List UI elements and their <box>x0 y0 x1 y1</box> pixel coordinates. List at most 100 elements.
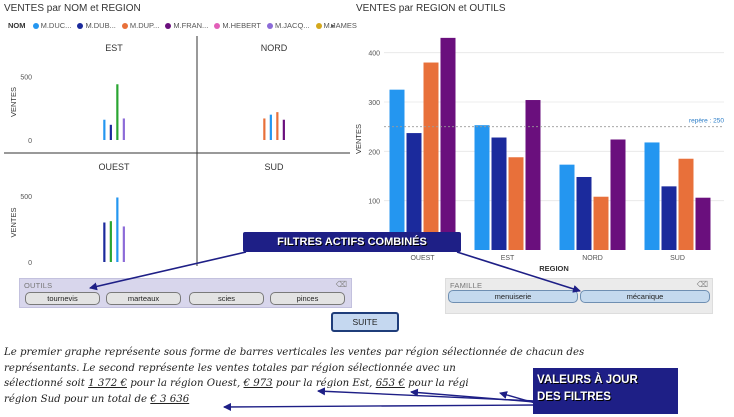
paragraph-line: sélectionné soit 1 372 € pour la région … <box>4 378 469 389</box>
y-tick-label: 300 <box>368 100 380 107</box>
bar <box>576 176 592 250</box>
bar <box>593 196 609 250</box>
famille-slicer: FAMILLE ⌫ menuiserie mécanique <box>445 278 713 314</box>
chip-marteaux[interactable]: marteaux <box>106 292 181 305</box>
panel-tick-label: 0 <box>28 138 32 145</box>
y-tick-label: 400 <box>368 51 380 58</box>
legend-item[interactable]: M.DUC... <box>32 21 72 30</box>
panel-tick-label: 500 <box>20 194 32 201</box>
panel-bar <box>269 114 272 140</box>
paragraph-line: Le premier graphe représente sous forme … <box>4 347 585 358</box>
legend-swatch <box>266 22 273 29</box>
callout-values: VALEURS À JOUR DES FILTRES <box>533 368 678 414</box>
eraser-icon[interactable]: ⌫ <box>335 280 347 289</box>
left-chart-title: VENTES par NOM et REGION <box>4 3 141 14</box>
callout-values-line: VALEURS À JOUR <box>537 374 638 386</box>
outils-slicer: OUTILS ⌫ tournevis marteaux scies pinces <box>19 278 352 308</box>
reference-line-label: repère : 250 <box>689 118 724 125</box>
panel-bar <box>109 221 112 262</box>
y-tick-label: 100 <box>368 199 380 206</box>
bar <box>389 89 405 251</box>
legend-swatch <box>121 22 128 29</box>
bar <box>695 197 711 250</box>
bar <box>508 157 524 250</box>
legend-item[interactable]: M.DUB... <box>77 21 116 30</box>
bar <box>559 164 575 250</box>
panel-bar <box>122 226 125 262</box>
legend-item-label: M.JAMES <box>323 21 357 30</box>
callout-filters: FILTRES ACTIFS COMBINÉS <box>243 232 461 252</box>
panel-bar <box>276 112 279 140</box>
panel-title: SUD <box>264 162 284 172</box>
panel-ylabel: VENTES <box>9 207 18 237</box>
bar <box>661 186 677 250</box>
panel-bar <box>116 84 119 140</box>
panel-title: EST <box>105 43 123 53</box>
legend-item[interactable]: M.JAMES <box>315 21 357 30</box>
panel-title: OUEST <box>98 162 130 172</box>
x-tick-label: OUEST <box>410 255 435 262</box>
clustered-bar-chart: 100 200 300 400 VENTES OUEST EST NORD SUD repère … <box>354 37 724 273</box>
y-axis-label: VENTES <box>354 124 363 154</box>
x-tick-label: SUD <box>670 255 685 262</box>
right-chart-title: VENTES par REGION et OUTILS <box>356 3 506 14</box>
legend-item[interactable]: M.JACQ... <box>266 21 310 30</box>
bar <box>406 133 422 250</box>
legend-swatch <box>315 22 322 29</box>
legend-item[interactable]: M.FRAN... <box>165 21 208 30</box>
value-est: € 973 <box>243 378 273 389</box>
panel-tick-label: 0 <box>28 260 32 266</box>
legend-item[interactable]: M.DUP... <box>121 21 159 30</box>
bar <box>440 37 456 250</box>
legend-swatch <box>77 22 84 29</box>
paragraph-line: représentants. Le second représente les … <box>4 362 456 374</box>
legend-item[interactable]: M.HEBERT <box>214 21 261 30</box>
chevron-right-icon[interactable]: ▸ <box>331 21 336 30</box>
panel-bar <box>116 197 119 262</box>
chip-pinces[interactable]: pinces <box>270 292 345 305</box>
panel-title: NORD <box>261 43 288 53</box>
x-tick-label: NORD <box>582 255 603 262</box>
bar <box>474 125 490 250</box>
legend-label: NOM <box>8 21 26 30</box>
x-tick-label: EST <box>501 255 515 262</box>
chip-scies[interactable]: scies <box>189 292 264 305</box>
panel-tick-label: 500 <box>20 75 32 82</box>
legend: NOM M.DUC... M.DUB... M.DUP... M.FRAN... M.H… <box>8 21 358 33</box>
description-paragraph: Le premier graphe représente sous forme … <box>4 345 704 407</box>
paragraph-line: région Sud pour un total de € 3 636 <box>4 393 190 405</box>
value-total: € 3 636 <box>150 393 190 405</box>
panel-bar <box>103 119 106 140</box>
legend-item-label: M.DUC... <box>40 21 72 30</box>
panel-bar <box>263 118 266 140</box>
legend-item-label: M.DUB... <box>85 21 116 30</box>
panel-ylabel: VENTES <box>9 87 18 117</box>
panel-bar <box>109 124 112 140</box>
chip-menuiserie[interactable]: menuiserie <box>448 290 578 303</box>
chip-mecanique[interactable]: mécanique <box>580 290 710 303</box>
bar <box>610 139 626 250</box>
legend-item-label: M.HEBERT <box>222 21 261 30</box>
outils-slicer-title: OUTILS <box>24 281 53 290</box>
x-axis-label: REGION <box>539 264 569 273</box>
value-ouest: 1 372 € <box>88 378 127 389</box>
famille-slicer-title: FAMILLE <box>450 281 483 290</box>
panel-bar <box>103 222 106 262</box>
value-nord: 653 € <box>375 378 405 389</box>
callout-values-line: DES FILTRES <box>537 391 611 403</box>
suite-button[interactable]: SUITE <box>331 312 399 332</box>
panel-bar <box>282 119 285 140</box>
bar <box>423 62 439 251</box>
bar <box>678 158 694 250</box>
panel-bar <box>122 118 125 140</box>
chip-tournevis[interactable]: tournevis <box>25 292 100 305</box>
eraser-icon[interactable]: ⌫ <box>696 280 708 289</box>
legend-swatch <box>165 22 172 29</box>
legend-swatch <box>32 22 39 29</box>
bar <box>525 100 541 250</box>
legend-item-label: M.JACQ... <box>274 21 310 30</box>
bar <box>491 137 507 250</box>
bar <box>644 142 660 250</box>
y-tick-label: 200 <box>368 149 380 156</box>
